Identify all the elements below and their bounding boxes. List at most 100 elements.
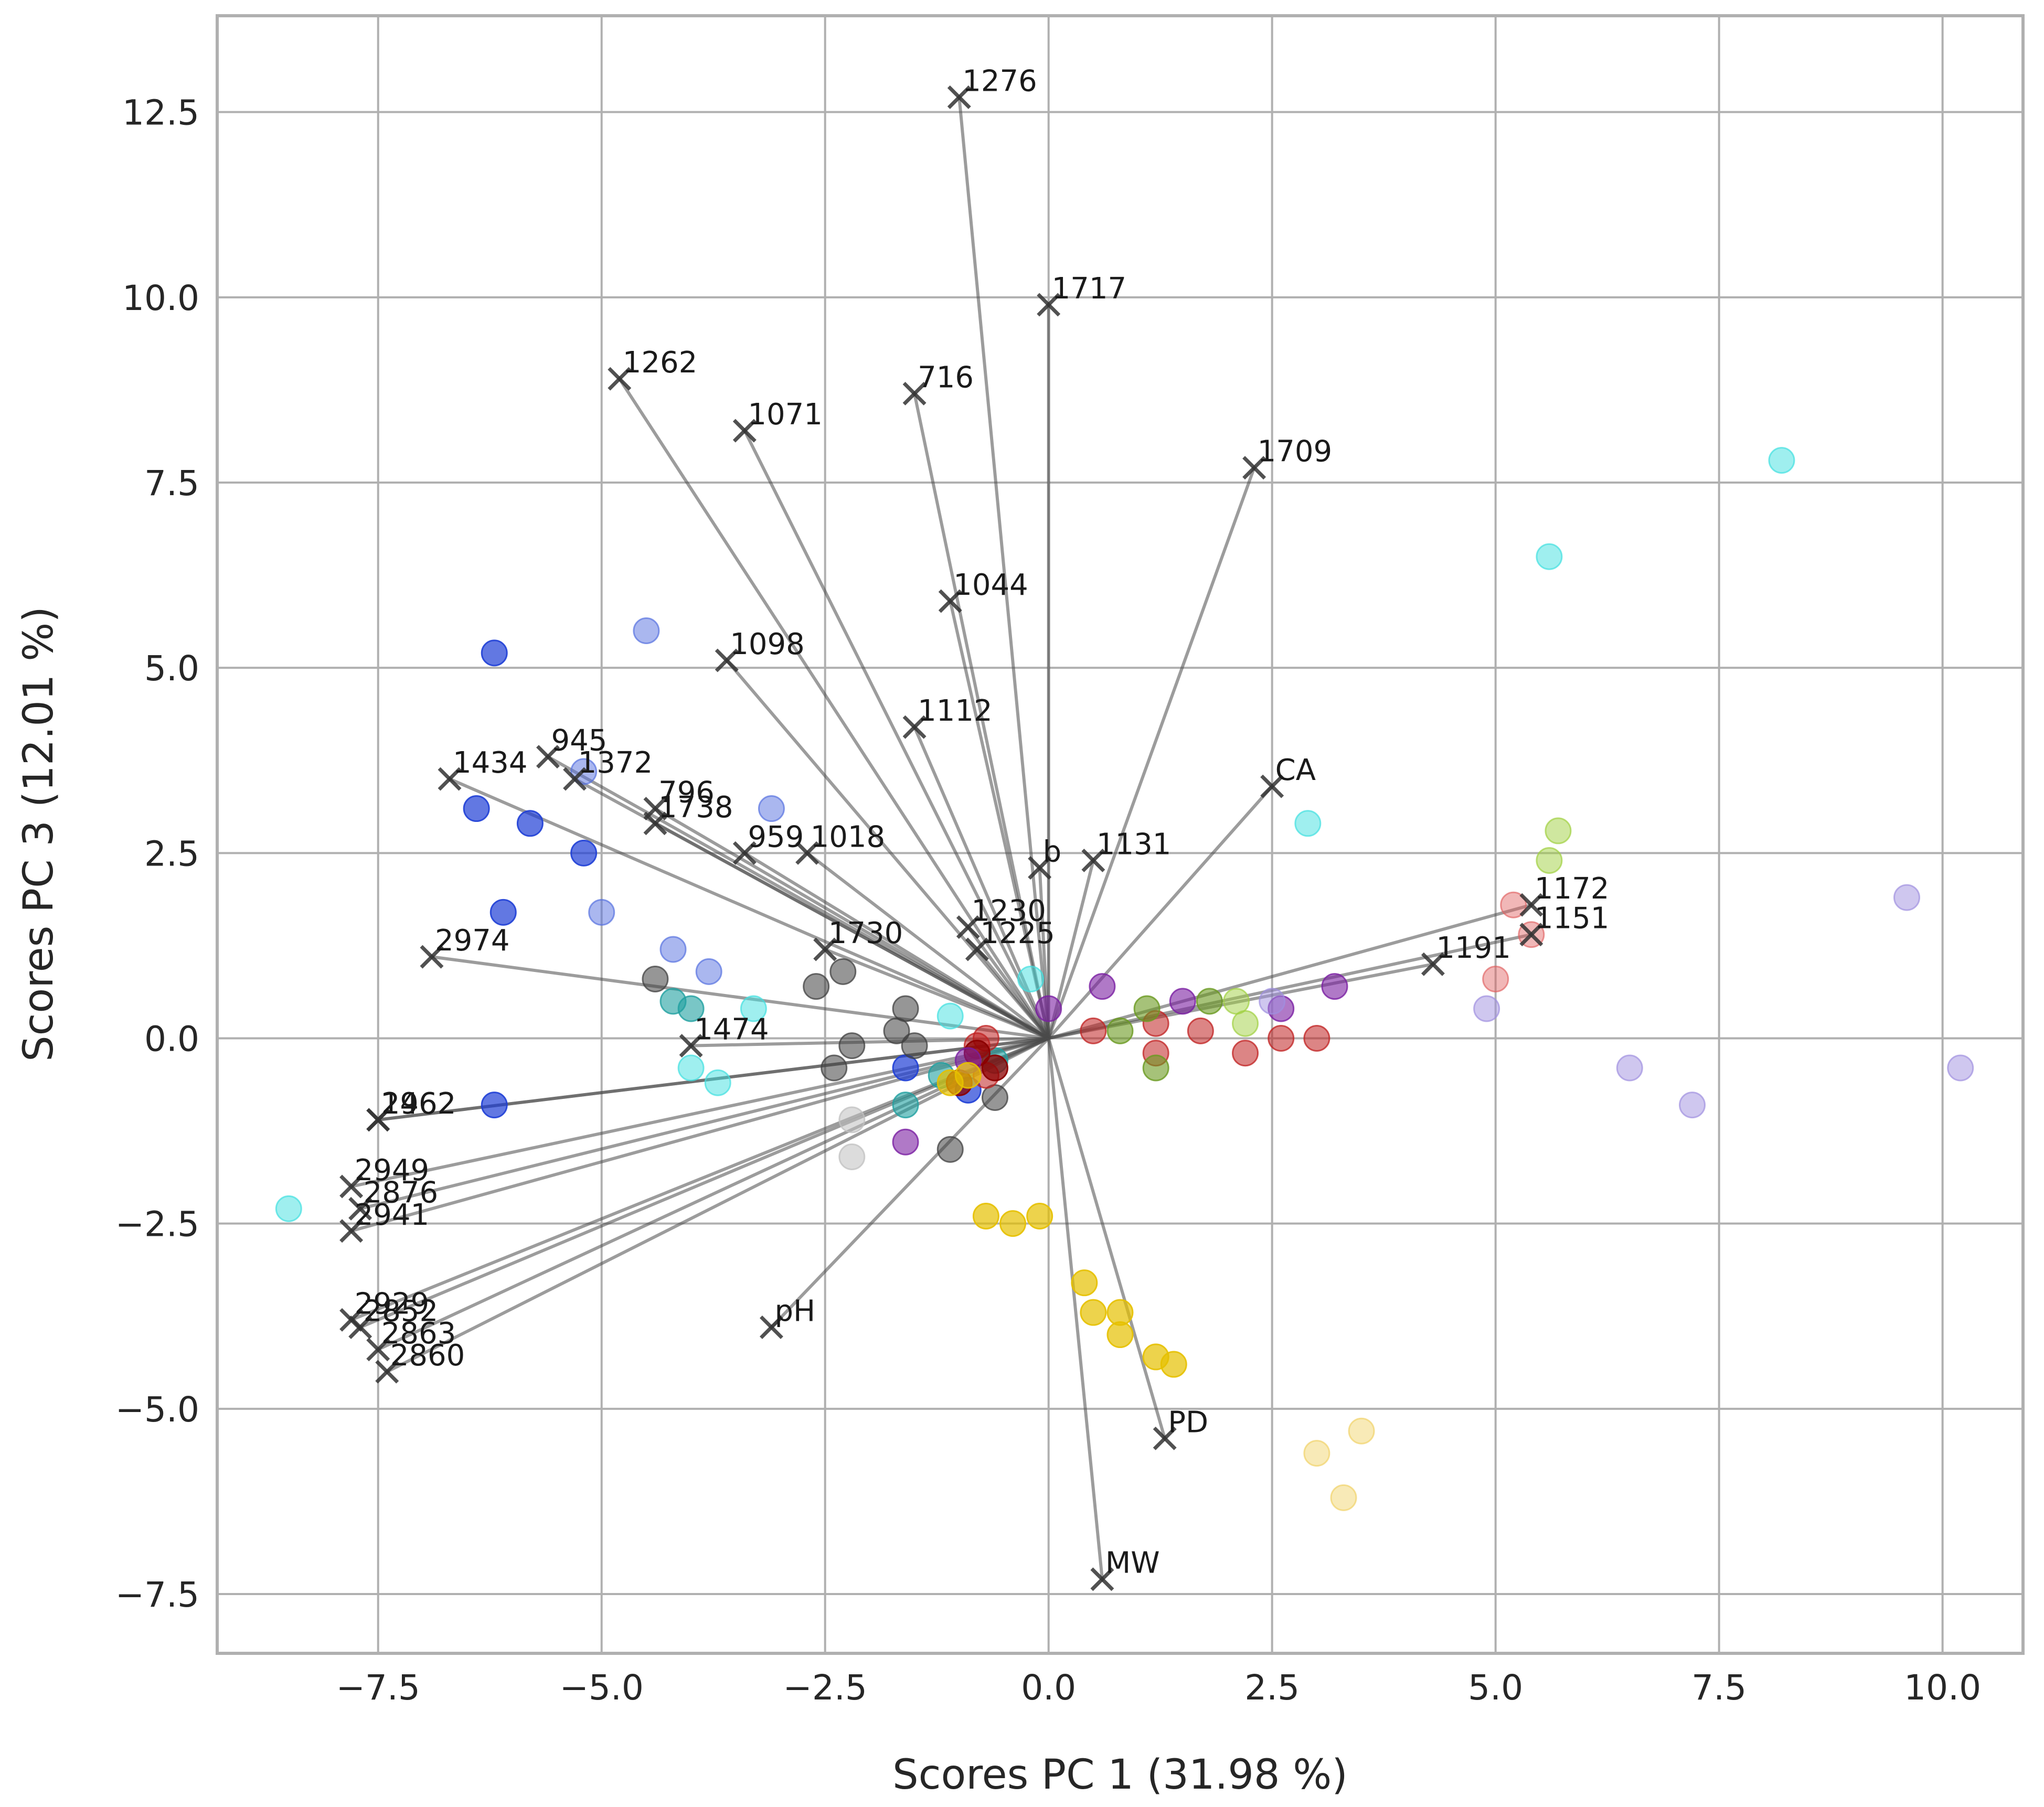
loading-marker [732,841,757,865]
x-tick-label: 0.0 [1021,1667,1076,1708]
score-point-gray [883,1017,910,1044]
score-point-yellow [954,1062,982,1089]
loading-marker [348,1315,372,1339]
loading-label: 1044 [953,568,1028,602]
score-point-red [1187,1017,1214,1044]
loading-marker [536,745,560,769]
score-point-cyan [1536,543,1563,570]
loading-label: 1098 [730,627,805,661]
x-tick-label: 7.5 [1691,1667,1747,1708]
score-point-cyan [1294,810,1322,837]
loading-label: 1131 [1096,827,1172,861]
y-axis-label: Scores PC 3 (12.01 %) [15,606,62,1062]
loading-marker [339,1219,364,1243]
loading-marker [947,85,971,109]
loading-marker [1519,893,1543,917]
score-point-light-blue [758,795,785,822]
loading-label: 1276 [962,64,1037,98]
loading-label: 2852 [364,1294,439,1328]
score-point-teal [677,995,705,1022]
score-point-light-gray [838,1143,866,1171]
score-point-blue [570,839,598,867]
score-points [275,447,1974,1511]
loading-marker [643,811,667,836]
score-point-teal [892,1092,919,1119]
loading-marker [965,937,989,961]
loading-label: 2863 [381,1317,456,1351]
score-point-gray [821,1054,848,1082]
y-tick-label: 10.0 [122,278,199,318]
score-point-dark-red [981,1054,1008,1082]
score-point-lavender [1473,995,1500,1022]
loading-vector [618,378,1050,1040]
loading-marker [813,937,837,961]
score-point-cyan [936,1002,964,1030]
x-tick-label: 2.5 [1244,1667,1300,1708]
loading-vector [957,97,1050,1039]
loading-marker [1090,1567,1114,1591]
score-point-light-green [1232,1010,1259,1037]
y-tick-label: 0.0 [144,1019,199,1059]
score-point-light-green [1223,988,1250,1015]
score-point-cyan [704,1069,731,1096]
loading-label: 796 [658,776,715,810]
y-tick-label: −7.5 [115,1575,199,1615]
loading-label: pH [774,1294,815,1328]
loading-label: 945 [551,724,607,758]
score-point-gray [642,965,669,992]
loading-label: 1018 [811,820,886,854]
loading-vector [913,393,1050,1039]
y-tick-label: 12.5 [122,93,199,133]
loading-vector [743,851,1050,1040]
loading-marker [608,367,632,391]
score-point-blue [481,1092,508,1119]
loading-label: 2929 [355,1287,430,1321]
loading-marker [420,945,444,969]
loading-marker [1242,456,1266,480]
score-point-red [1080,1017,1107,1044]
loading-marker [1153,1426,1177,1450]
score-point-gray [838,1032,866,1060]
score-point-yellow [972,1203,999,1230]
score-point-purple [1169,988,1196,1015]
score-point-pink [1500,891,1527,918]
loading-vector [1047,1038,1167,1439]
score-point-yellow [1160,1351,1187,1378]
score-point-cyan [1768,447,1795,474]
loading-label: 1172 [1535,872,1610,906]
loading-label: b [1043,835,1062,869]
score-point-blue [463,795,490,822]
loading-label: 2949 [355,1153,430,1188]
loading-marker [1519,923,1543,947]
score-point-lavender [1679,1092,1706,1119]
loading-markers [339,85,1543,1591]
score-point-lavender [1947,1054,1974,1082]
loading-marker [1081,848,1105,872]
loading-vector [359,1036,1049,1329]
x-tick-label: 10.0 [1904,1667,1981,1708]
score-point-light-blue [659,936,687,963]
loading-label: 1738 [658,790,733,825]
score-point-yellow [1106,1299,1134,1326]
y-tick-label: −2.5 [115,1204,199,1245]
score-point-light-blue [695,958,722,985]
x-tick-label: −7.5 [336,1667,420,1708]
loading-vector [377,1036,1049,1351]
loading-marker [1028,856,1052,880]
score-point-lavender [1259,988,1286,1015]
x-tick-label: −2.5 [783,1667,867,1708]
y-tick-label: 5.0 [144,648,199,689]
score-point-pale-yellow [1330,1484,1357,1511]
score-point-lavender [1616,1054,1643,1082]
score-point-red [1232,1040,1259,1067]
loading-label: 2876 [364,1175,439,1210]
y-tick-label: 7.5 [144,463,199,504]
loading-marker [348,1196,372,1221]
x-tick-labels: −7.5 −5.0 −2.5 0.0 2.5 5.0 7.5 10.0 [336,1667,1982,1708]
loading-marker [438,767,462,791]
score-point-yellow [999,1210,1027,1237]
loading-label: 2974 [435,924,510,958]
score-point-cyan [1017,965,1045,992]
loading-vector [350,1036,1049,1188]
